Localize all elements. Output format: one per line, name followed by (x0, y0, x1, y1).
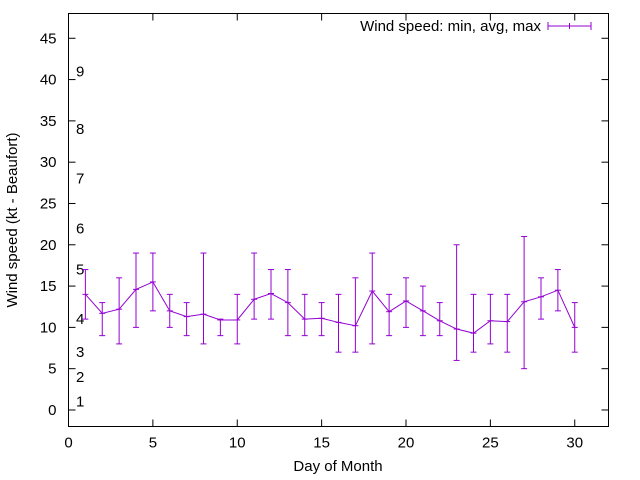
beaufort-label: 3 (76, 344, 84, 361)
y-tick-label: 0 (48, 402, 56, 419)
x-tick-label: 0 (64, 435, 72, 452)
x-tick-label: 20 (398, 435, 415, 452)
y-tick-label: 5 (48, 361, 56, 378)
x-tick-label: 5 (149, 435, 157, 452)
beaufort-label: 6 (76, 220, 84, 237)
series-layer (82, 236, 578, 370)
beaufort-label: 5 (76, 262, 84, 279)
legend-label: Wind speed: min, avg, max (360, 18, 541, 35)
x-tick-label: 25 (482, 435, 499, 452)
y-tick-label: 40 (40, 72, 57, 89)
beaufort-label: 4 (76, 311, 84, 328)
y-tick-label: 15 (40, 278, 57, 295)
x-tick-label: 15 (313, 435, 330, 452)
y-tick-label: 35 (40, 113, 57, 130)
beaufort-label: 9 (76, 63, 84, 80)
x-tick-label: 10 (229, 435, 246, 452)
series-line (85, 281, 576, 334)
legend: Wind speed: min, avg, max (360, 18, 592, 35)
beaufort-label: 2 (76, 369, 84, 386)
y-tick-label: 45 (40, 30, 57, 47)
y-tick-label: 20 (40, 237, 57, 254)
beaufort-label: 7 (76, 171, 84, 188)
y-tick-label: 30 (40, 154, 57, 171)
y-tick-label: 10 (40, 319, 57, 336)
beaufort-label: 8 (76, 121, 84, 138)
x-axis-label: Day of Month (293, 458, 382, 475)
beaufort-label: 1 (76, 394, 84, 411)
beaufort-scale: 1 2 3 4 5 6 7 8 9 (76, 63, 84, 410)
plot-border (68, 13, 609, 427)
y-axis-label: Wind speed (kt - Beaufort) (4, 132, 21, 307)
x-tick-label: 30 (566, 435, 583, 452)
y-tick-label: 25 (40, 195, 57, 212)
